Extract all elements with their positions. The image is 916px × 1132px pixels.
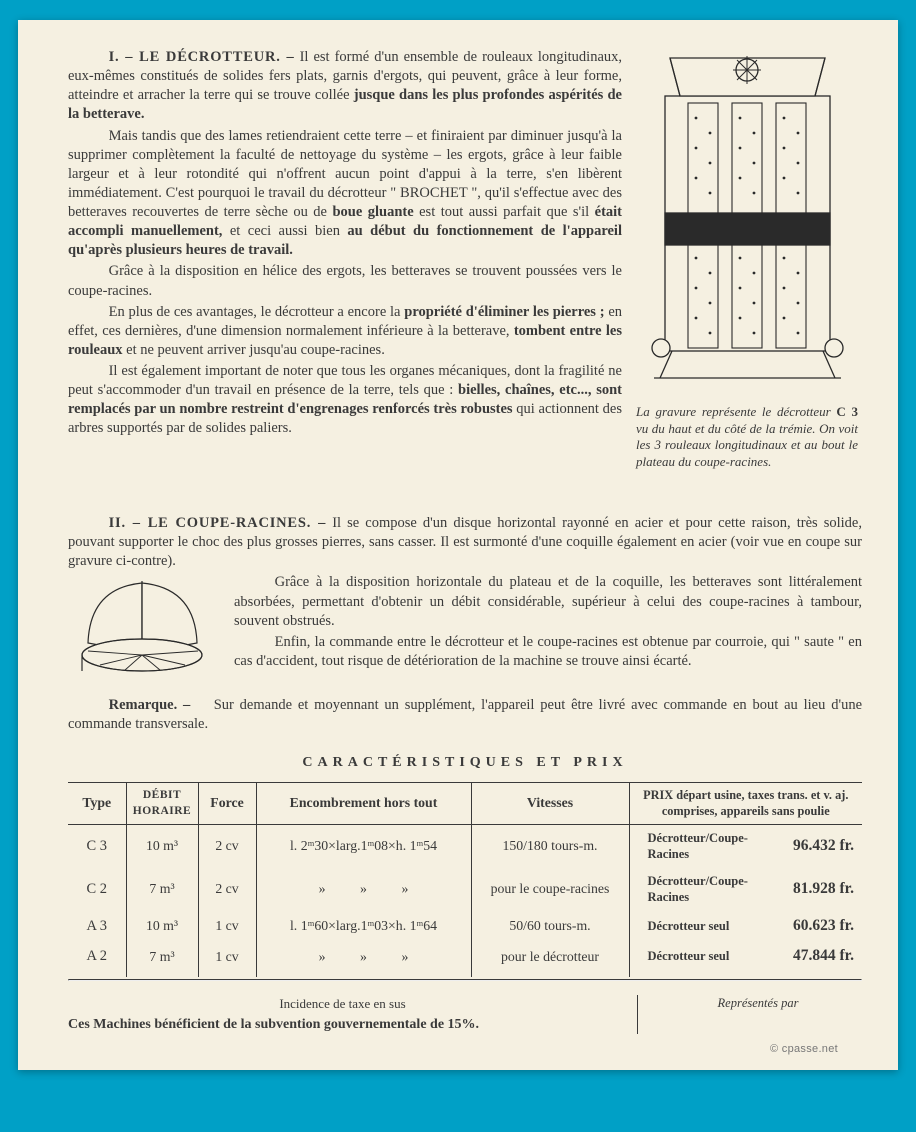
p4b: propriété d'éliminer les pierres ; — [404, 304, 604, 320]
td-type: C 3 — [68, 824, 126, 868]
td-force: 2 cv — [198, 868, 256, 911]
section-1-p3: Grâce à la disposition en hélice des erg… — [68, 262, 622, 300]
th-encombrement: Encombrement hors tout — [256, 783, 471, 825]
table-title: CARACTÉRISTIQUES ET PRIX — [68, 754, 862, 772]
table-header-row: Type DÉBIT HORAIRE Force Encombrement ho… — [68, 783, 862, 825]
remarque-block: Remarque. – Sur demande et moyennant un … — [68, 696, 862, 734]
td-encomb: » » » — [256, 868, 471, 911]
p4a: En plus de ces avantages, le décrotteur … — [109, 304, 405, 320]
section-1-p5: Il est également important de noter que … — [68, 362, 622, 439]
cap-a: La gravure représente le décrotteur — [636, 404, 836, 419]
section-2-p2: Grâce à la disposition horizontale du pl… — [234, 573, 862, 630]
td-debit: 10 m³ — [126, 824, 198, 868]
section-2-p3: Enfin, la commande entre le décrotteur e… — [234, 633, 862, 671]
document-page: I. – LE DÉCROTTEUR. – Il est formé d'un … — [18, 20, 898, 1070]
section-1-p2: Mais tandis que des lames retiendraient … — [68, 127, 622, 261]
td-force: 1 cv — [198, 911, 256, 941]
td-prix-val: 60.623 fr. — [764, 911, 862, 941]
td-prix-label: Décrotteur seul — [629, 911, 764, 941]
td-prix-val: 81.928 fr. — [764, 868, 862, 911]
machine-illustration-icon — [640, 48, 855, 388]
footer-left: Incidence de taxe en sus Ces Machines bé… — [68, 995, 617, 1035]
th-debit-2: HORAIRE — [133, 804, 192, 819]
section-2-right-text: Grâce à la disposition horizontale du pl… — [234, 573, 862, 673]
td-prix-label: Décrotteur/Coupe-Racines — [629, 868, 764, 911]
td-debit: 10 m³ — [126, 911, 198, 941]
td-prix-val: 47.844 fr. — [764, 941, 862, 976]
specs-table: Type DÉBIT HORAIRE Force Encombrement ho… — [68, 782, 862, 977]
disc-illustration-icon — [70, 573, 215, 683]
table-row: C 2 7 m³ 2 cv » » » pour le coupe-racine… — [68, 868, 862, 911]
th-force: Force — [198, 783, 256, 825]
watermark-stamp: © cpasse.net — [770, 1042, 838, 1057]
td-prix-label: Décrotteur/Coupe-Racines — [629, 824, 764, 868]
th-prix: PRIX départ usine, taxes trans. et v. aj… — [629, 783, 862, 825]
section-2-row: Grâce à la disposition horizontale du pl… — [68, 573, 862, 689]
figure-coupe-racines — [68, 573, 216, 689]
td-prix-label: Décrotteur seul — [629, 941, 764, 976]
cap-b: C 3 — [836, 404, 858, 419]
section-1-block: I. – LE DÉCROTTEUR. – Il est formé d'un … — [68, 48, 862, 508]
p2b: boue gluante — [332, 204, 413, 220]
footer-right: Représentés par — [637, 995, 862, 1035]
table-row: A 3 10 m³ 1 cv l. 1ᵐ60×larg.1ᵐ03×h. 1ᵐ64… — [68, 911, 862, 941]
p4e: et ne peuvent arriver jusqu'au coupe-rac… — [126, 342, 385, 358]
cap-c: vu du haut et du côté de la trémie. On v… — [636, 421, 858, 469]
th-debit-1: DÉBIT — [133, 788, 192, 803]
th-vitesses: Vitesses — [471, 783, 629, 825]
footer-block: Incidence de taxe en sus Ces Machines bé… — [68, 995, 862, 1035]
section-2-block: II. – LE COUPE-RACINES. – Il se compose … — [68, 514, 862, 690]
td-vitesse: pour le coupe-racines — [471, 868, 629, 911]
table-bottom-rule — [68, 979, 862, 981]
td-type: C 2 — [68, 868, 126, 911]
figure-decrotteur: La gravure représente le décrotteur C 3 … — [632, 48, 862, 471]
td-force: 2 cv — [198, 824, 256, 868]
representes-text: Représentés par — [718, 996, 799, 1010]
remarque-p: Remarque. – Sur demande et moyennant un … — [68, 696, 862, 734]
td-debit: 7 m³ — [126, 868, 198, 911]
section-1-label: I. – LE DÉCROTTEUR. – — [109, 49, 295, 65]
th-prix-2: départ usine, taxes trans. et v. aj. com… — [662, 788, 849, 817]
p2e: et ceci aussi bien — [230, 223, 348, 239]
incidence-text: Incidence de taxe en sus — [68, 995, 617, 1012]
td-type: A 2 — [68, 941, 126, 976]
td-prix-val: 96.432 fr. — [764, 824, 862, 868]
td-type: A 3 — [68, 911, 126, 941]
td-vitesse: 50/60 tours-m. — [471, 911, 629, 941]
p2c: est tout aussi parfait que s'il — [419, 204, 595, 220]
td-vitesse: 150/180 tours-m. — [471, 824, 629, 868]
section-1-p1: I. – LE DÉCROTTEUR. – Il est formé d'un … — [68, 48, 622, 125]
remarque-label: Remarque. – — [109, 697, 191, 713]
td-force: 1 cv — [198, 941, 256, 976]
th-prix-1: PRIX — [643, 788, 673, 802]
th-type: Type — [68, 783, 126, 825]
section-2-p1: II. – LE COUPE-RACINES. – Il se compose … — [68, 514, 862, 571]
th-debit: DÉBIT HORAIRE — [126, 783, 198, 825]
table-row: C 3 10 m³ 2 cv l. 2ᵐ30×larg.1ᵐ08×h. 1ᵐ54… — [68, 824, 862, 868]
table-row: A 2 7 m³ 1 cv » » » pour le décrotteur D… — [68, 941, 862, 976]
section-2-label: II. – LE COUPE-RACINES. – — [109, 515, 327, 531]
section-1-text: I. – LE DÉCROTTEUR. – Il est formé d'un … — [68, 48, 622, 439]
subvention-text: Ces Machines bénéficient de la subventio… — [68, 1016, 617, 1034]
section-1-p4: En plus de ces avantages, le décrotteur … — [68, 303, 622, 360]
td-vitesse: pour le décrotteur — [471, 941, 629, 976]
td-encomb: l. 2ᵐ30×larg.1ᵐ08×h. 1ᵐ54 — [256, 824, 471, 868]
td-encomb: » » » — [256, 941, 471, 976]
td-debit: 7 m³ — [126, 941, 198, 976]
td-encomb: l. 1ᵐ60×larg.1ᵐ03×h. 1ᵐ64 — [256, 911, 471, 941]
figure-decrotteur-caption: La gravure représente le décrotteur C 3 … — [632, 404, 862, 471]
table-body: C 3 10 m³ 2 cv l. 2ᵐ30×larg.1ᵐ08×h. 1ᵐ54… — [68, 824, 862, 976]
